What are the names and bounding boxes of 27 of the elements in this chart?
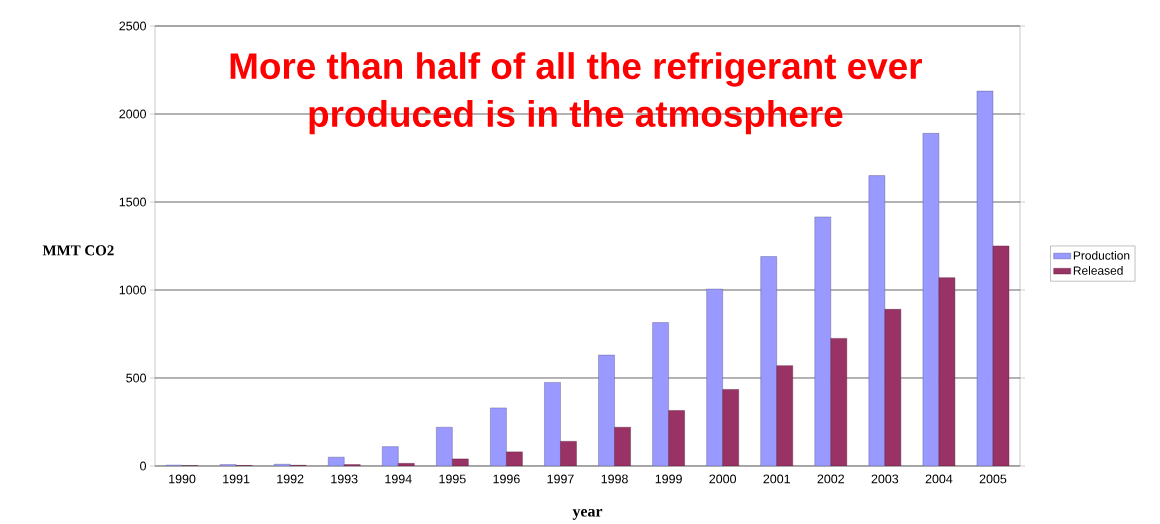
x-tick-label: 1996 <box>493 474 520 484</box>
y-tick-label: 1500 <box>119 197 146 207</box>
legend-label: Released <box>1073 266 1123 275</box>
y-tick-label: 2500 <box>119 21 146 31</box>
x-tick-label: 1998 <box>601 474 628 484</box>
x-tick-label: 1991 <box>223 474 250 484</box>
text: More than half of all the refrigerant ever produced is in the atmosphere <box>230 52 922 135</box>
legend-label: Production <box>1073 250 1130 260</box>
x-tick-label: 2003 <box>871 474 899 484</box>
x-tick-label: 1995 <box>439 474 466 484</box>
x-tick-label: 1997 <box>547 474 574 484</box>
x-axis-title: year <box>572 508 603 520</box>
y-tick-label: 0 <box>140 461 146 471</box>
y-tick-label: 500 <box>126 373 146 383</box>
x-tick-label: 1999 <box>655 474 682 484</box>
x-tick-label: 2005 <box>979 474 1007 484</box>
x-tick-label: 2001 <box>763 474 790 484</box>
x-tick-label: 2002 <box>817 474 845 484</box>
x-tick-label: 2000 <box>709 474 737 484</box>
y-tick-label: 1000 <box>119 285 146 295</box>
y-tick-label: 2000 <box>119 109 146 119</box>
x-tick-label: 2004 <box>925 474 953 484</box>
y-axis-title: MMT CO2 <box>42 245 114 256</box>
x-tick-label: 1993 <box>331 474 358 484</box>
x-tick-label: 1990 <box>169 474 196 484</box>
x-tick-label: 1992 <box>277 474 304 484</box>
x-tick-label: 1994 <box>385 474 412 484</box>
